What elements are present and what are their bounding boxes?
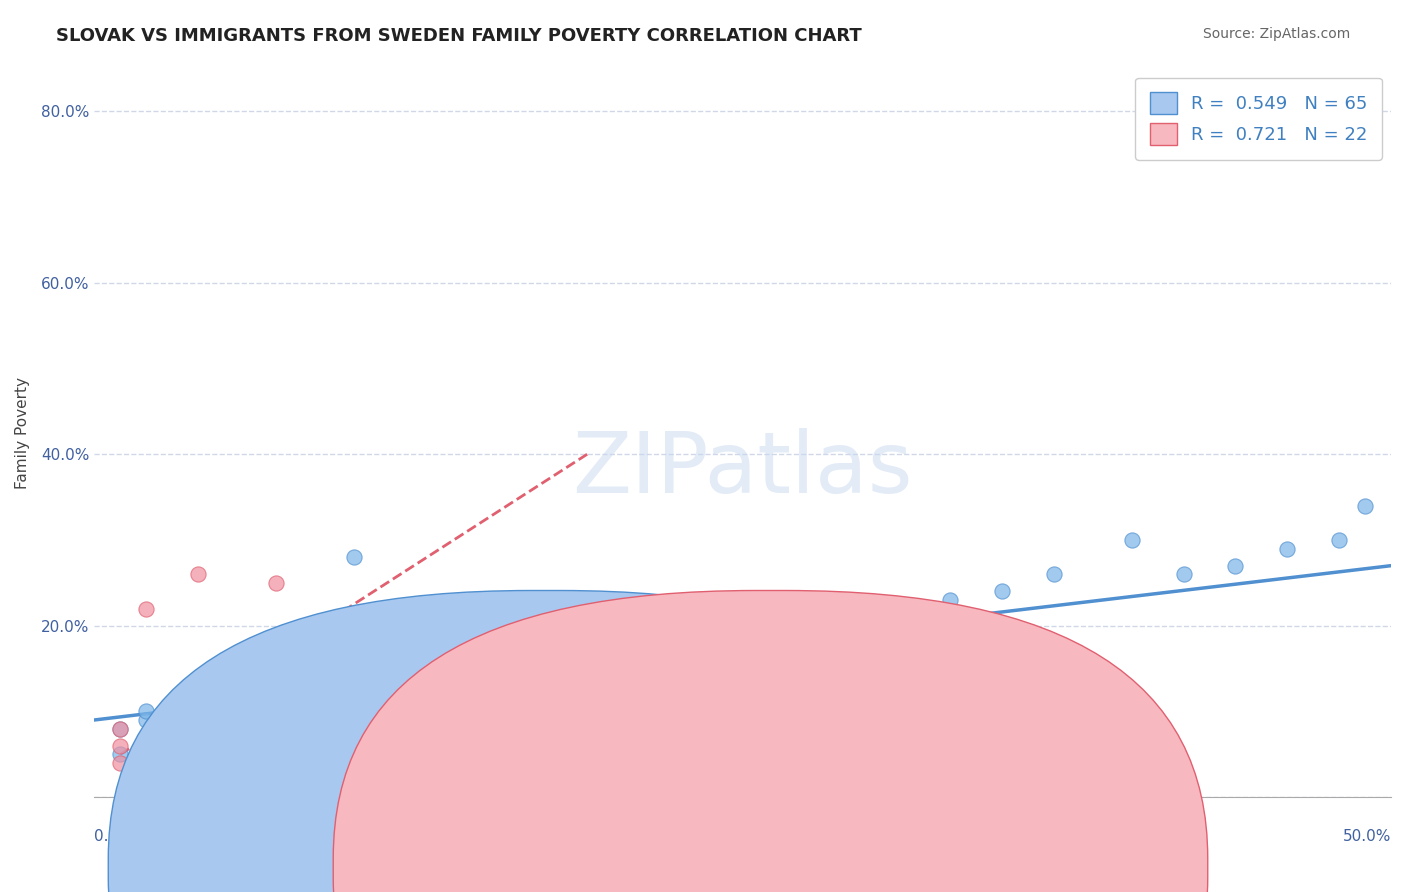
Point [135,705,157,719]
Point [239,713,262,727]
Point [212,679,235,693]
Point [264,575,287,590]
Point [187,739,209,753]
Point [524,679,547,693]
Point [264,661,287,675]
Point [264,722,287,736]
Point [368,653,391,667]
Point [135,756,157,770]
Point [135,601,157,615]
Point [446,687,468,701]
Point [368,705,391,719]
Point [472,661,495,675]
Point [1043,567,1066,582]
Point [291,713,314,727]
Point [212,696,235,710]
Point [135,739,157,753]
Point [187,567,209,582]
Point [110,747,132,762]
Text: SLOVAK VS IMMIGRANTS FROM SWEDEN FAMILY POVERTY CORRELATION CHART: SLOVAK VS IMMIGRANTS FROM SWEDEN FAMILY … [56,27,862,45]
Point [135,713,157,727]
Point [343,696,366,710]
Point [110,722,132,736]
Point [135,730,157,744]
Text: 0.0%: 0.0% [94,829,134,844]
Point [498,653,520,667]
Point [316,670,339,684]
Point [395,644,418,658]
Point [135,747,157,762]
Point [420,670,443,684]
Point [343,550,366,565]
Point [187,687,209,701]
Point [110,756,132,770]
Text: ZIPatlas: ZIPatlas [572,428,912,511]
Point [627,618,650,632]
Point [524,644,547,658]
Point [991,584,1014,599]
Point [1121,533,1143,547]
Point [110,722,132,736]
Point [395,687,418,701]
Point [576,705,599,719]
Y-axis label: Family Poverty: Family Poverty [15,376,30,489]
Point [343,653,366,667]
Point [446,636,468,650]
Point [835,618,858,632]
Point [110,739,132,753]
Point [162,696,184,710]
Point [316,705,339,719]
Point [1173,567,1195,582]
Point [1327,533,1350,547]
Point [343,713,366,727]
Point [420,636,443,650]
Point [162,730,184,744]
Point [912,610,935,624]
Text: 50.0%: 50.0% [1343,829,1391,844]
Point [135,730,157,744]
Point [679,618,702,632]
Point [316,705,339,719]
Point [187,705,209,719]
Point [162,722,184,736]
Point [654,636,676,650]
Point [1354,499,1376,513]
Point [939,593,962,607]
Point [472,627,495,641]
Point [1225,558,1247,573]
Point [602,627,624,641]
Point [706,627,728,641]
Point [212,730,235,744]
Point [731,610,754,624]
Point [420,696,443,710]
Point [212,730,235,744]
Legend: R =  0.549   N = 65, R =  0.721   N = 22: R = 0.549 N = 65, R = 0.721 N = 22 [1135,78,1382,160]
Point [810,601,832,615]
Point [162,747,184,762]
Point [550,627,572,641]
Point [783,627,806,641]
Text: Immigrants from Sweden: Immigrants from Sweden [747,858,941,872]
Point [1277,541,1299,556]
Text: Source: ZipAtlas.com: Source: ZipAtlas.com [1202,27,1350,41]
Point [187,722,209,736]
Text: Slovaks: Slovaks [575,858,634,872]
Point [343,679,366,693]
Point [291,722,314,736]
Point [576,636,599,650]
Point [162,747,184,762]
Point [239,722,262,736]
Point [264,705,287,719]
Point [239,670,262,684]
Point [368,687,391,701]
Point [162,722,184,736]
Point [860,601,883,615]
Point [395,679,418,693]
Point [212,713,235,727]
Point [291,687,314,701]
Point [472,687,495,701]
